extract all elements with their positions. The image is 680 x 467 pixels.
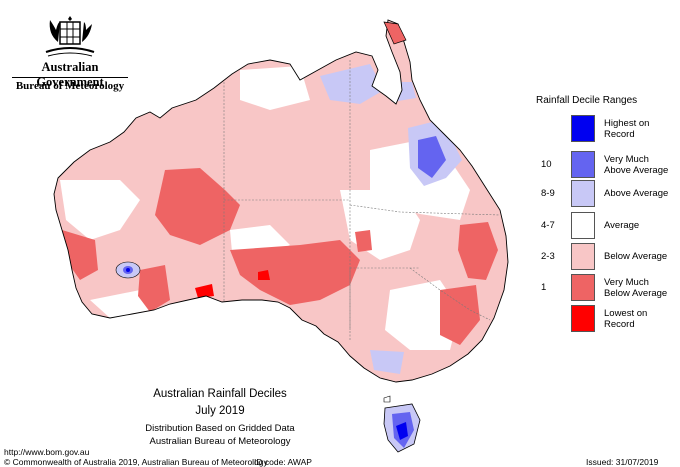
wa-west-very-below-region (62, 230, 98, 280)
legend-label: Lowest on Record (604, 308, 648, 330)
vic-coast-above-region (370, 350, 404, 374)
tasmania-highest (396, 422, 408, 440)
central-very-below-region (155, 168, 240, 245)
nsw-very-below-region (458, 222, 498, 280)
sa-very-below-region (230, 240, 360, 305)
map-date: July 2019 (195, 405, 245, 417)
legend-range: 4-7 (541, 220, 555, 231)
map-subtitle-1: Distribution Based on Gridded Data (145, 423, 295, 434)
legend-range: 8-9 (541, 188, 555, 199)
map-subtitle-2: Australian Bureau of Meteorology (149, 436, 291, 447)
map-title: Australian Rainfall Deciles (153, 388, 287, 400)
legend-range: 2-3 (541, 251, 555, 262)
se-very-below-region (440, 285, 480, 345)
org-subtitle: Bureau of Meteorology (15, 80, 125, 92)
king-island (383, 395, 391, 403)
legend-swatch (571, 180, 595, 207)
legend-label: Below Average (604, 251, 668, 262)
legend-swatch (571, 115, 595, 142)
wa-highest-patch (126, 268, 130, 272)
copyright-text: © Commonwealth of Australia 2019, Austra… (4, 457, 268, 467)
legend-label: Above Average (604, 188, 669, 199)
legend-swatch (571, 151, 595, 178)
qld-very-above-region (418, 136, 446, 178)
id-code: ID code: AWAP (254, 457, 312, 467)
legend-swatch (571, 243, 595, 270)
state-borders (223, 40, 501, 340)
legend-range: 10 (541, 159, 552, 170)
cape-york-tip (383, 21, 407, 45)
legend-swatch (571, 212, 595, 239)
org-title: Australian Government (36, 60, 104, 89)
wa-west-average-region (60, 180, 140, 240)
legend-swatch (571, 305, 595, 332)
legend-title: Rainfall Decile Ranges (536, 95, 638, 106)
legend-label: Very Much Below Average (604, 277, 668, 299)
bom-url-link[interactable]: http://www.bom.gov.au (4, 447, 90, 457)
gulf-above-region (320, 64, 384, 104)
legend-label: Average (604, 220, 640, 231)
legend-label: Very Much Above Average (604, 154, 669, 176)
coat-of-arms-icon (45, 16, 95, 57)
legend-range: 1 (541, 282, 547, 293)
issued-date: Issued: 31/07/2019 (586, 457, 659, 467)
legend-swatch (571, 274, 595, 301)
lowest-record-patch (195, 284, 214, 298)
lowest-record-patch (258, 270, 270, 280)
legend-label: Highest on Record (604, 118, 650, 140)
sw-average-region (90, 290, 150, 318)
inland-very-below-region (355, 230, 372, 252)
top-end-average-region (240, 66, 310, 110)
wa-south-very-below-region (138, 265, 170, 312)
divider (12, 77, 128, 78)
